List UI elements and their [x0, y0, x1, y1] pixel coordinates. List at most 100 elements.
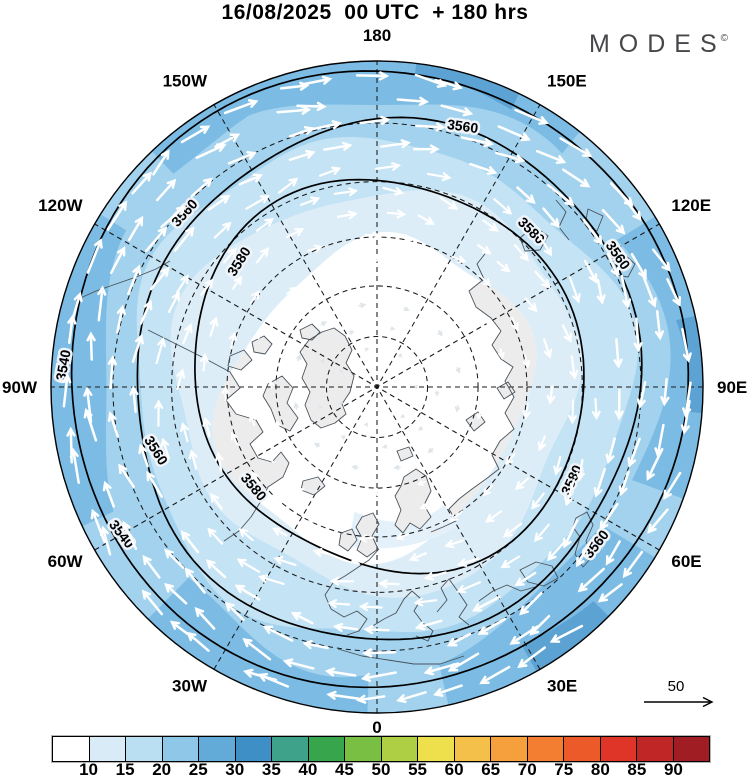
coastline — [355, 512, 380, 558]
landmass — [263, 376, 298, 431]
wind-arrow — [618, 470, 630, 497]
wind-arrow — [502, 522, 523, 538]
modes-logo-text: MODES — [588, 30, 726, 58]
wind-arrow — [358, 302, 367, 308]
wind-arrow — [370, 254, 384, 262]
wind-arrow — [207, 527, 224, 545]
wind-arrow — [642, 275, 657, 308]
colorbar-tick-55: 55 — [408, 760, 427, 779]
wind-arrow — [601, 208, 626, 235]
wind-arrow — [434, 390, 440, 397]
coastline — [299, 327, 355, 429]
wind-arrow — [86, 238, 103, 274]
wind-arrow — [262, 625, 294, 642]
wind-arrow — [245, 195, 270, 210]
wind-arrow — [360, 671, 397, 682]
wind-arrow — [514, 477, 529, 491]
wind-arrow — [202, 416, 212, 438]
wind-arrow — [358, 602, 383, 612]
wind-arrow — [569, 355, 579, 380]
wind-arrow — [630, 252, 647, 280]
wind-arrow — [278, 336, 285, 345]
wind-arrow — [393, 464, 401, 470]
wind-arrow — [479, 274, 492, 287]
wind-arrow — [323, 141, 353, 151]
wind-arrow — [593, 467, 606, 498]
wind-arrow — [324, 667, 357, 677]
wind-arrow — [276, 105, 312, 115]
wind-arrow — [256, 217, 275, 232]
colorbar-cell-17 — [673, 737, 709, 761]
wind-arrow — [396, 691, 427, 704]
wind-arrow — [145, 226, 168, 253]
coastline — [478, 584, 536, 602]
wind-arrow — [320, 321, 327, 327]
colorbar-cell-0 — [53, 737, 90, 761]
wind-arrow — [109, 246, 126, 275]
wind-arrow — [364, 231, 382, 240]
wind-arrow — [350, 556, 368, 565]
wind-arrow — [176, 368, 186, 390]
wind-arrow — [160, 205, 187, 229]
coastline — [430, 249, 515, 533]
wind-reference-arrow-icon — [644, 696, 714, 708]
colorbar-tick-65: 65 — [481, 760, 501, 779]
wind-arrow — [251, 470, 261, 485]
wind-arrow — [102, 480, 115, 508]
wind-arrow — [271, 527, 288, 537]
wind-arrow — [338, 508, 352, 516]
wind-arrow — [478, 365, 485, 376]
wind-arrow — [382, 511, 396, 519]
wind-arrow — [200, 278, 214, 296]
wind-arrow — [501, 399, 508, 412]
wind-arrow — [403, 306, 410, 312]
colorbar-tick-20: 20 — [152, 760, 172, 779]
wind-arrow — [146, 470, 163, 498]
wind-arrow — [182, 323, 193, 345]
wind-arrow — [224, 601, 245, 622]
wind-arrow — [435, 298, 444, 305]
colorbar-tick-90: 90 — [663, 760, 683, 779]
wind-arrow — [542, 207, 560, 229]
wind-arrow — [444, 539, 464, 549]
wind-arrow — [460, 136, 494, 148]
wind-arrow — [164, 582, 188, 605]
wind-arrow — [424, 571, 447, 581]
meridian-line — [94, 223, 660, 551]
wind-arrow — [329, 576, 355, 586]
wind-arrow — [282, 658, 315, 670]
wind-arrow — [375, 162, 402, 171]
wind-arrow — [359, 115, 391, 125]
wind-arrow — [426, 172, 452, 181]
coastline — [251, 335, 273, 355]
wind-arrow — [107, 411, 120, 438]
wind-arrow — [633, 317, 643, 353]
wind-arrow — [223, 247, 238, 264]
coastline — [75, 260, 171, 301]
colorbar-cell-12 — [491, 737, 528, 761]
coastline — [436, 578, 470, 626]
wind-arrow — [200, 352, 209, 372]
wind-arrow — [256, 327, 264, 340]
coastline — [299, 323, 321, 341]
wind-arrow — [439, 196, 459, 210]
wind-arrow — [329, 481, 338, 487]
wind-arrow — [227, 151, 257, 165]
wind-arrow — [483, 313, 491, 326]
wind-arrow — [531, 492, 545, 510]
wind-arrow — [234, 584, 261, 601]
wind-arrow — [277, 177, 299, 194]
colorbar-cell-11 — [454, 737, 491, 761]
wind-arrow — [363, 422, 369, 427]
modes-logo: MODES© — [589, 30, 728, 59]
wind-arrow — [302, 640, 329, 650]
wind-arrow — [495, 151, 526, 164]
wind-arrow — [524, 297, 538, 313]
wind-arrow — [514, 108, 549, 125]
wind-arrow — [471, 595, 501, 612]
wind-arrow — [605, 540, 621, 566]
wind-arrow — [296, 101, 327, 111]
wind-arrow — [456, 581, 481, 594]
wind-reference: 50 — [644, 678, 714, 708]
